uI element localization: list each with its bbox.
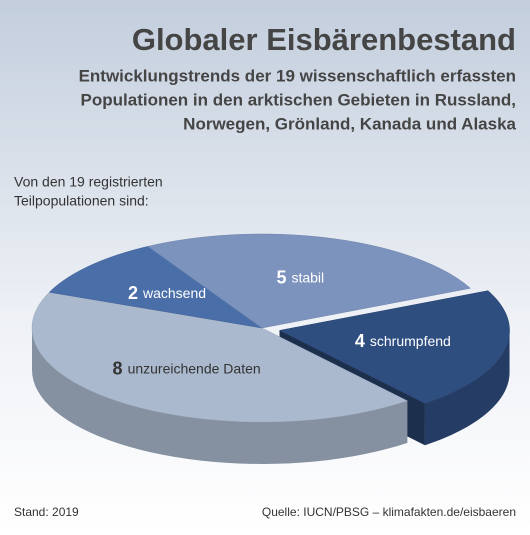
data-label: 2 wachsend (128, 283, 206, 303)
slice (31, 291, 409, 423)
category-label: schrumpfend (370, 333, 451, 349)
slice (278, 290, 510, 404)
value-label: 5 (276, 267, 286, 287)
category-label: wachsend (142, 285, 206, 301)
value-label: 4 (355, 331, 365, 351)
source: Quelle: IUCN/PBSG – klimafakten.de/eisba… (262, 505, 516, 519)
labels: 4 schrumpfend 8 unzureichende Daten 2 wachsen… (113, 267, 451, 378)
intro: Teilpopulationen sind: (14, 193, 149, 209)
subtitle: Populationen in den arktischen Gebieten … (81, 90, 516, 109)
slice (48, 246, 263, 329)
data-label: 5 stabil (276, 267, 324, 287)
data-label: 4 schrumpfend (355, 331, 451, 351)
data-label: 8 unzureichende Daten (113, 358, 261, 378)
note: Stand: 2019 (14, 505, 79, 519)
tops (31, 233, 510, 423)
chart-title: Globaler Eisbärenbestand (132, 22, 516, 57)
value-label: 2 (128, 283, 138, 303)
subtitle: Norwegen, Grönland, Kanada und Alaska (183, 114, 516, 133)
pie: 4 schrumpfend 8 unzureichende Daten 2 wachsen… (31, 233, 510, 464)
slice-side (32, 328, 408, 464)
category-label: stabil (291, 269, 324, 285)
category-label: unzureichende Daten (128, 360, 261, 376)
slice-side (424, 330, 510, 446)
slice (147, 233, 472, 329)
intro: Von den 19 registrierten (14, 174, 163, 190)
subtitle: Entwicklungstrends der 19 wissenschaftli… (79, 66, 516, 85)
value-label: 8 (113, 358, 123, 378)
